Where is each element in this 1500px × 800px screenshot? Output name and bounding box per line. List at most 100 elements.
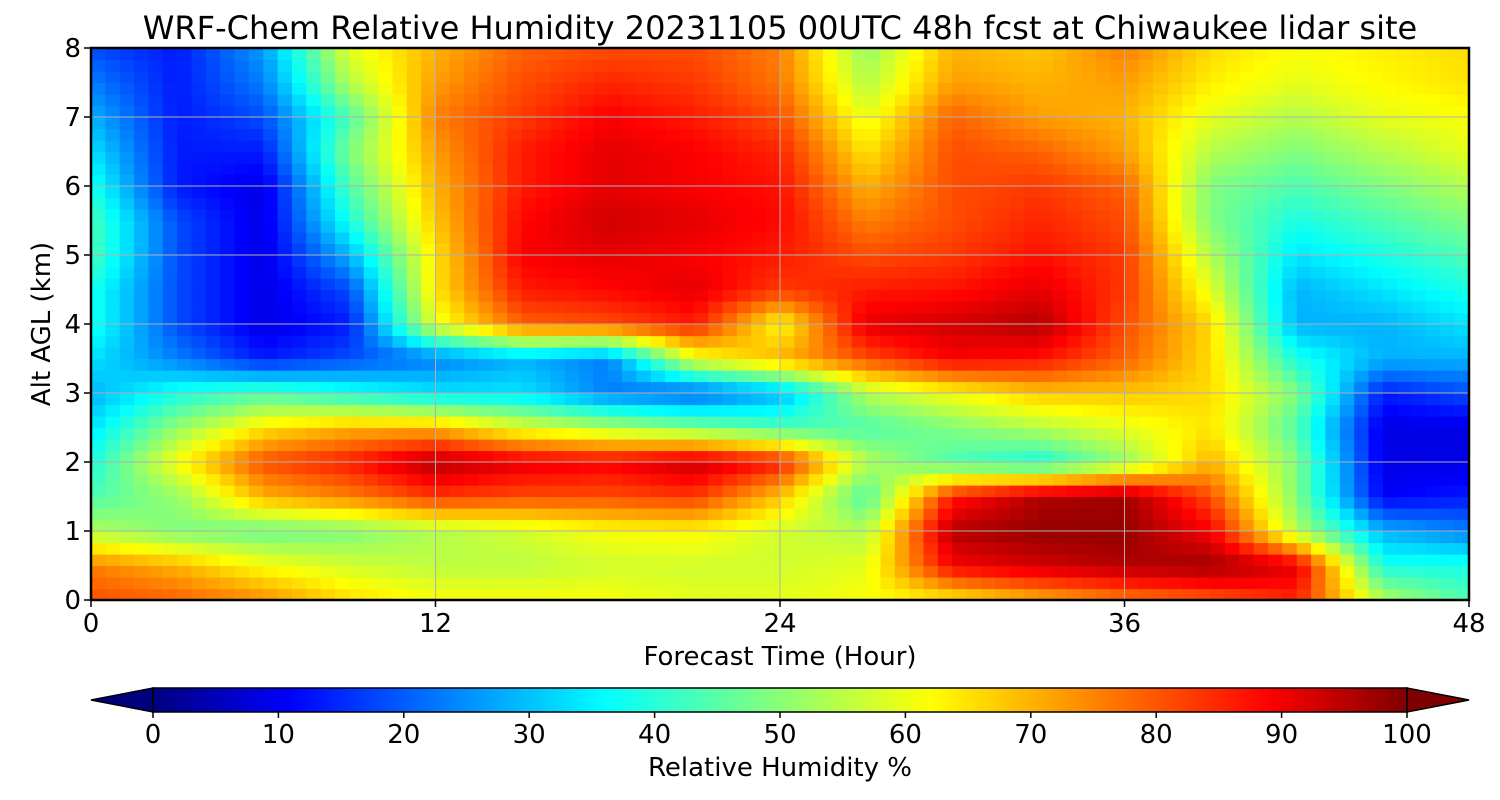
heatmap-cell xyxy=(1095,312,1111,325)
heatmap-cell xyxy=(923,439,939,452)
heatmap-cell xyxy=(751,105,767,118)
heatmap-cell xyxy=(1311,404,1327,417)
heatmap-cell xyxy=(1024,71,1039,84)
heatmap-cell xyxy=(1425,462,1441,475)
heatmap-cell xyxy=(177,59,193,72)
heatmap-cell xyxy=(808,266,824,279)
heatmap-cell xyxy=(535,220,551,233)
heatmap-cell xyxy=(1440,358,1456,371)
heatmap-cell xyxy=(966,462,982,475)
heatmap-cell xyxy=(780,243,795,256)
heatmap-cell xyxy=(665,301,681,314)
heatmap-cell xyxy=(521,59,537,72)
heatmap-cell xyxy=(1296,324,1312,337)
heatmap-cell xyxy=(679,117,695,130)
heatmap-cell xyxy=(550,531,566,544)
heatmap-cell xyxy=(880,174,896,187)
heatmap-cell xyxy=(1024,278,1039,291)
heatmap-cell xyxy=(894,335,910,348)
heatmap-cell xyxy=(579,542,594,555)
heatmap-cell xyxy=(880,519,896,532)
heatmap-cell xyxy=(1425,542,1441,555)
heatmap-cell xyxy=(751,94,767,107)
heatmap-cell xyxy=(492,117,508,130)
heatmap-cell xyxy=(1311,71,1327,84)
heatmap-cell xyxy=(995,381,1011,394)
heatmap-cell xyxy=(679,519,695,532)
heatmap-cell xyxy=(191,163,207,176)
heatmap-cell xyxy=(205,370,221,383)
heatmap-cell xyxy=(1110,439,1126,452)
heatmap-cell xyxy=(650,82,666,95)
heatmap-cell xyxy=(1038,209,1054,222)
heatmap-cell xyxy=(579,128,594,141)
heatmap-cell xyxy=(435,473,451,486)
heatmap-cell xyxy=(966,473,982,486)
heatmap-cell xyxy=(449,174,465,187)
heatmap-cell xyxy=(435,485,451,498)
heatmap-cell xyxy=(937,220,953,233)
heatmap-cell xyxy=(880,439,896,452)
heatmap-cell xyxy=(607,82,623,95)
heatmap-cell xyxy=(507,117,523,130)
heatmap-cell xyxy=(205,243,221,256)
heatmap-cell xyxy=(1239,565,1255,578)
heatmap-cell xyxy=(177,324,193,337)
heatmap-cell xyxy=(435,151,451,164)
heatmap-cell xyxy=(306,94,322,107)
heatmap-cell xyxy=(421,209,437,222)
heatmap-cell xyxy=(1196,209,1212,222)
heatmap-cell xyxy=(1268,266,1283,279)
heatmap-cell xyxy=(378,404,394,417)
heatmap-cell xyxy=(277,197,293,210)
heatmap-cell xyxy=(980,163,996,176)
heatmap-cell xyxy=(1325,393,1341,406)
heatmap-cell xyxy=(995,255,1011,268)
heatmap-cell xyxy=(248,128,264,141)
heatmap-cell xyxy=(1024,508,1039,521)
heatmap-cell xyxy=(736,324,752,337)
colorbar-over-extension xyxy=(1406,687,1470,713)
heatmap-cell xyxy=(1167,243,1183,256)
heatmap-cell xyxy=(823,335,839,348)
heatmap-cell xyxy=(995,48,1011,61)
heatmap-cell xyxy=(1368,358,1384,371)
heatmap-cell xyxy=(306,439,322,452)
heatmap-cell xyxy=(894,370,910,383)
heatmap-cell xyxy=(435,439,451,452)
heatmap-cell xyxy=(1253,301,1269,314)
heatmap-cell xyxy=(435,577,451,590)
heatmap-cell xyxy=(378,577,394,590)
heatmap-cell xyxy=(248,588,264,601)
heatmap-cell xyxy=(1095,496,1111,509)
heatmap-cell xyxy=(177,278,193,291)
heatmap-cell xyxy=(378,427,394,440)
heatmap-cell xyxy=(119,128,135,141)
heatmap-cell xyxy=(894,117,910,130)
heatmap-cell xyxy=(205,335,221,348)
heatmap-cell xyxy=(966,416,982,429)
heatmap-cell xyxy=(291,105,307,118)
heatmap-cell xyxy=(392,381,408,394)
heatmap-cell xyxy=(650,301,666,314)
heatmap-cell xyxy=(880,140,896,153)
heatmap-cell xyxy=(406,278,422,291)
heatmap-cell xyxy=(665,243,681,256)
heatmap-cell xyxy=(134,393,150,406)
heatmap-cell xyxy=(593,508,609,521)
heatmap-cell xyxy=(1325,462,1341,475)
heatmap-cell xyxy=(134,117,150,130)
heatmap-cell xyxy=(880,163,896,176)
heatmap-cell xyxy=(478,439,494,452)
heatmap-cell xyxy=(205,381,221,394)
heatmap-cell xyxy=(1368,370,1384,383)
heatmap-cell xyxy=(105,358,121,371)
heatmap-cell xyxy=(995,565,1011,578)
heatmap-cell xyxy=(650,588,666,601)
heatmap-cell xyxy=(1196,232,1212,245)
heatmap-cell xyxy=(765,71,781,84)
heatmap-cell xyxy=(1095,531,1111,544)
heatmap-cell xyxy=(1282,71,1298,84)
heatmap-cell xyxy=(1095,48,1111,61)
heatmap-cell xyxy=(277,163,293,176)
